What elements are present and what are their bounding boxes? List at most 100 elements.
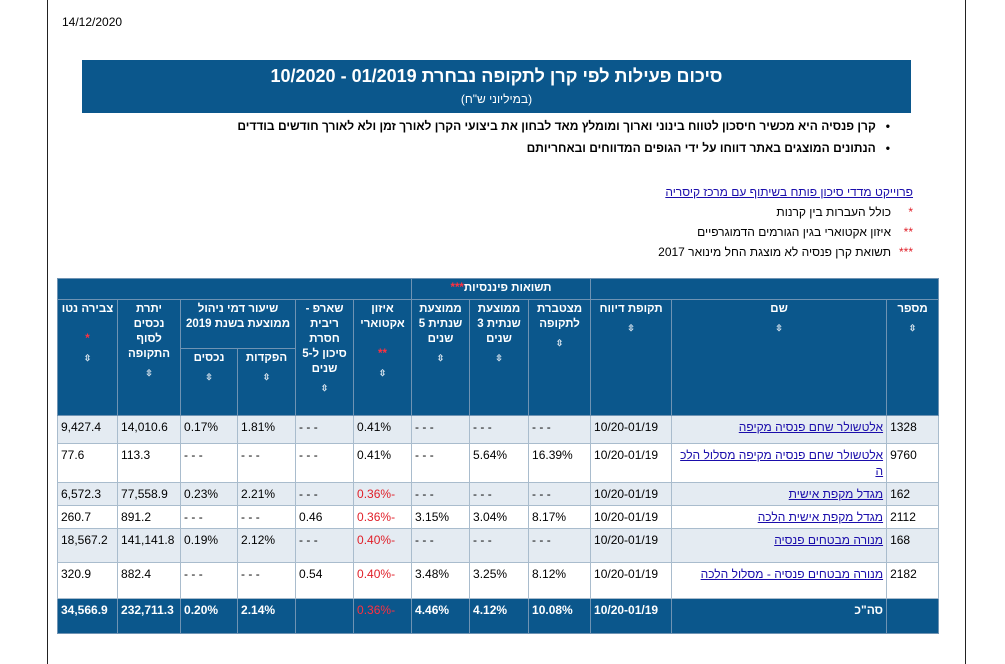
cell-avg3: - - - [469, 482, 530, 506]
col-period[interactable]: תקופת דיווח ⇳ [590, 299, 673, 416]
report-date: 14/12/2020 [62, 15, 123, 29]
cell-avg5: - - - [411, 443, 471, 483]
cell-fees-deposits: 2.14% [237, 598, 297, 634]
note-star: ** [903, 225, 913, 239]
cell-period: 10/20-01/19 [590, 505, 673, 529]
fund-link[interactable]: מגדל מקפת אישית [788, 487, 884, 501]
sort-icon[interactable]: ⇳ [775, 323, 783, 333]
col-sharpe[interactable]: שארפ - ריבית חסרת סיכון ל-5 שנים ⇳ [295, 299, 355, 416]
cell-net-flow: 77.6 [56, 443, 119, 483]
funds-table: תשואות פיננסיות*** מספר ⇳ שם ⇳ תקופת דיווח… [56, 278, 940, 634]
sort-icon[interactable]: ⇳ [205, 372, 213, 382]
cell-cumulative: - - - [528, 528, 592, 563]
fund-link[interactable]: מנורה מבטחים פנסיה [774, 533, 884, 547]
cell-fees-deposits: - - - [237, 505, 297, 529]
cell-assets: 141,141.8 [117, 528, 182, 563]
cell-period: 10/20-01/19 [590, 443, 673, 483]
col-number[interactable]: מספר ⇳ [886, 299, 940, 416]
cell-avg3: 5.64% [469, 443, 530, 483]
cell-period: 10/20-01/19 [590, 598, 673, 634]
sort-icon[interactable]: ⇳ [555, 338, 564, 348]
fund-link[interactable]: מגדל מקפת אישית הלכה [757, 510, 884, 524]
page-subtitle: (במיליוני ש"ח) [460, 92, 533, 106]
group-header-empty [56, 278, 413, 300]
cell-net-flow: 6,572.3 [56, 482, 119, 506]
cell-number: 2182 [886, 562, 940, 599]
note-item: ** איזון אקטוארי בגין הגורמים הדמוגרפיים [658, 225, 913, 239]
cell-assets: 232,711.3 [117, 598, 182, 634]
sort-icon[interactable]: ⇳ [627, 323, 635, 333]
cell-period: 10/20-01/19 [590, 482, 673, 506]
cell-fees-assets: - - - [180, 443, 239, 483]
col-fees-deposits[interactable]: הפקדות ⇳ [237, 348, 297, 416]
cell-avg3: 3.04% [469, 505, 530, 529]
sort-icon[interactable]: ⇳ [83, 353, 92, 363]
col-fees-assets[interactable]: נכסים ⇳ [180, 348, 239, 416]
cell-actuarial: 0.41% [353, 415, 413, 444]
page-border-right [965, 0, 966, 664]
table-row: 1328 אלטשולר שחם פנסיה מקיפה 10/20-01/19- … [56, 415, 940, 444]
group-header-returns: תשואות פיננסיות*** [411, 278, 592, 300]
cell-name: מגדל מקפת אישית הלכה [671, 505, 888, 529]
risk-project-link[interactable]: פרוייקט מדדי סיכון פותח בשיתוף עם מרכז ק… [665, 185, 913, 199]
fund-link[interactable]: מנורה מבטחים פנסיה - מסלול הלכה [700, 567, 884, 581]
cell-net-flow: 34,566.9 [56, 598, 119, 634]
cell-number: 9760 [886, 443, 940, 483]
note-star: *** [898, 245, 913, 259]
col-actuarial[interactable]: איזון אקטוארי ** ⇳ [353, 299, 413, 416]
cell-fees-deposits: 1.81% [237, 415, 297, 444]
cell-sharpe: 0.54 [295, 562, 355, 599]
page-title: סיכום פעילות לפי קרן לתקופה נבחרת 01/201… [270, 66, 723, 86]
sort-icon[interactable]: ⇳ [495, 353, 503, 363]
cell-sharpe: - - - [295, 415, 355, 444]
cell-name: מגדל מקפת אישית [671, 482, 888, 506]
col-avg5[interactable]: ממוצעת שנתית 5 שנים ⇳ [411, 299, 471, 416]
cell-fees-deposits: - - - [237, 443, 297, 483]
cell-actuarial: -0.36% [353, 482, 413, 506]
page-border-left [47, 0, 48, 664]
col-fees-group: שיעור דמי ניהול ממוצעת בשנת 2019 [180, 299, 297, 349]
cell-actuarial: 0.41% [353, 443, 413, 483]
col-net-flow[interactable]: צבירה נטו * ⇳ [56, 299, 119, 416]
sort-icon[interactable]: ⇳ [908, 323, 917, 333]
cell-sharpe: - - - [295, 443, 355, 483]
cell-avg3: - - - [469, 415, 530, 444]
notes: פרוייקט מדדי סיכון פותח בשיתוף עם מרכז ק… [658, 185, 913, 265]
cell-fees-assets: - - - [180, 505, 239, 529]
cell-sharpe: 0.46 [295, 505, 355, 529]
cell-assets: 113.3 [117, 443, 182, 483]
sort-icon[interactable]: ⇳ [145, 368, 153, 378]
fund-link[interactable]: אלטשולר שחם פנסיה מקיפה [738, 420, 884, 434]
cell-actuarial: -0.40% [353, 528, 413, 563]
cell-actuarial: -0.36% [353, 505, 413, 529]
fund-link[interactable]: אלטשולר שחם פנסיה מקיפה מסלול הלכה [680, 448, 884, 478]
note-text: תשואת קרן פנסיה לא מוצגת החל מינואר 2017 [658, 245, 891, 259]
disclaimer-item: קרן פנסיה היא מכשיר חיסכון לטווח בינוני … [200, 119, 890, 133]
sort-icon[interactable]: ⇳ [320, 383, 329, 393]
cell-avg5: - - - [411, 415, 471, 444]
col-avg3[interactable]: ממוצעת שנתית 3 שנים ⇳ [469, 299, 530, 416]
col-name[interactable]: שם ⇳ [671, 299, 888, 416]
cell-net-flow: 9,427.4 [56, 415, 119, 444]
note-text: כולל העברות בין קרנות [776, 205, 891, 219]
cell-fees-deposits: 2.21% [237, 482, 297, 506]
cell-fees-assets: 0.23% [180, 482, 239, 506]
sort-icon[interactable]: ⇳ [436, 353, 445, 363]
cell-name: מנורה מבטחים פנסיה - מסלול הלכה [671, 562, 888, 599]
sort-icon[interactable]: ⇳ [262, 372, 271, 382]
sort-icon[interactable]: ⇳ [378, 368, 387, 378]
cell-sharpe: - - - [295, 528, 355, 563]
cell-fees-deposits: 2.12% [237, 528, 297, 563]
cell-number: 1328 [886, 415, 940, 444]
cell-number: 2112 [886, 505, 940, 529]
cell-assets: 77,558.9 [117, 482, 182, 506]
cell-name: אלטשולר שחם פנסיה מקיפה [671, 415, 888, 444]
col-cumulative[interactable]: מצטברת לתקופה ⇳ [528, 299, 592, 416]
cell-fees-assets: 0.19% [180, 528, 239, 563]
cell-cumulative: 8.17% [528, 505, 592, 529]
col-assets[interactable]: יתרת נכסים לסוף התקופה ⇳ [117, 299, 182, 416]
cell-cumulative: 8.12% [528, 562, 592, 599]
cell-sharpe [295, 598, 355, 634]
cell-name: מנורה מבטחים פנסיה [671, 528, 888, 563]
note-star: * [908, 205, 913, 219]
